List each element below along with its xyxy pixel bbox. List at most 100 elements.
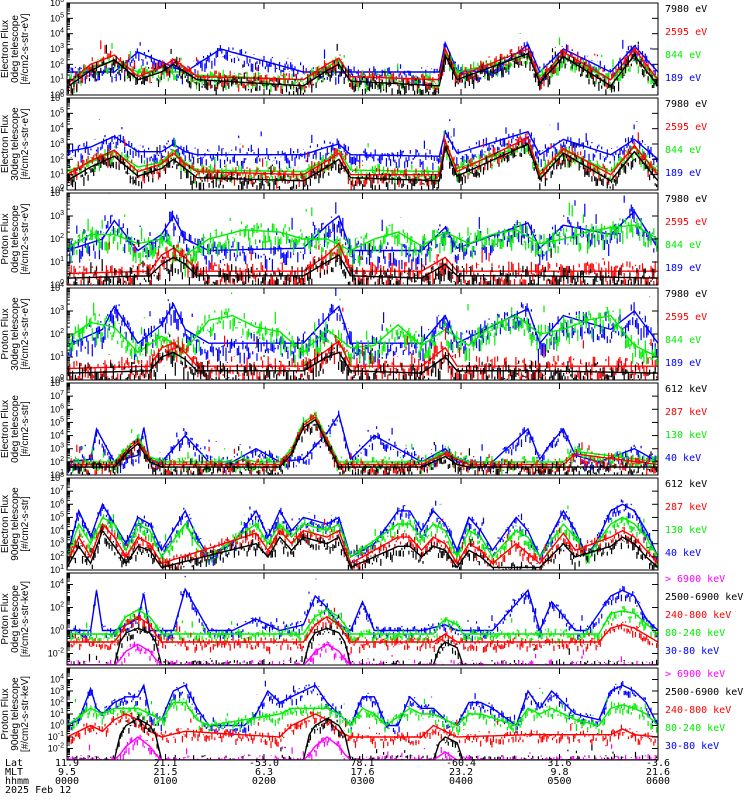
y-tick-label: 101 <box>50 74 64 85</box>
panel-plot-area <box>67 33 658 95</box>
y-tick-exponent: 8 <box>60 377 64 384</box>
x-tick-mlt: 21.6 <box>646 767 670 778</box>
y-tick-label: 102 <box>50 551 64 562</box>
ylabel-line: [#/cm2-s-str] <box>20 401 31 457</box>
legend-item: 612 keV <box>665 384 707 395</box>
y-tick-label: 103 <box>50 443 64 454</box>
ylabel-line: Proton Flux <box>0 308 11 359</box>
y-tick-exponent: 3 <box>60 305 64 312</box>
y-tick-exponent: 2 <box>60 551 64 558</box>
y-tick-label: 101 <box>50 256 64 267</box>
legend-item: 130 keV <box>665 525 707 536</box>
ylabel-line: TED <box>0 229 1 249</box>
y-tick-label: 102 <box>50 456 64 467</box>
legend-item: 844 eV <box>665 240 701 251</box>
y-tick-label: 102 <box>50 697 64 708</box>
ylabel-line: MEPED <box>0 506 1 542</box>
legend-item: 2500-6900 keV <box>665 687 743 698</box>
legend-item: 189 eV <box>665 73 701 84</box>
y-tick-label: 101 <box>50 564 64 575</box>
x-tick-hhmm: 0500 <box>547 776 571 787</box>
ylabel-line: Electron Flux <box>0 400 11 458</box>
y-tick-exponent: 2 <box>60 697 64 704</box>
y-tick-label: 106 <box>50 0 64 8</box>
x-tick-mlt: 23.2 <box>449 767 473 778</box>
y-tick-label: 106 <box>50 92 64 103</box>
y-tick-label: 105 <box>50 107 64 118</box>
ylabel-line: 90deg telescope <box>10 677 21 751</box>
series-line <box>67 502 658 559</box>
panel-legend: > 6900 keV 2500-6900 keV 240-800 keV 80-240… <box>665 574 743 657</box>
series-189-ev <box>67 193 658 273</box>
x-tick-hhmm: 0400 <box>449 776 473 787</box>
series-240-800-kev <box>67 607 658 654</box>
series-line <box>67 224 658 256</box>
legend-item: 2595 eV <box>665 312 707 323</box>
y-tick-exponent: 0 <box>60 89 64 96</box>
x-tick-lat: 21.1 <box>153 758 177 769</box>
ylabel-line: [#/cm2-s-str-eV] <box>20 203 31 274</box>
ylabel-line: Proton Flux <box>0 213 11 264</box>
legend-item: 2500-6900 keV <box>665 592 743 603</box>
y-tick-label: 104 <box>50 674 64 685</box>
panel-plot-area <box>67 575 658 665</box>
panel-1: 100101102103104105106TEDElectron Flux0de… <box>0 0 707 100</box>
panel-2: 100101102103104105106TEDElectron Flux30d… <box>0 92 707 195</box>
series-line <box>67 242 658 275</box>
series-612-kev <box>67 418 658 475</box>
y-tick-exponent: 4 <box>60 674 64 681</box>
ylabel-line: 30deg telescope <box>10 297 21 371</box>
ylabel-line: [#/cm2-s-str-eV] <box>20 298 31 369</box>
y-tick-exponent: -1 <box>58 731 64 738</box>
panel-plot-area <box>67 680 658 760</box>
series-line <box>67 615 658 643</box>
legend-item: 287 keV <box>665 502 707 513</box>
y-tick-exponent: -2 <box>58 743 64 750</box>
y-tick-exponent: 0 <box>60 184 64 191</box>
y-tick-label: 102 <box>50 153 64 164</box>
x-tick-mlt: 17.6 <box>350 767 374 778</box>
ylabel-line: [#/cm2-s-str] <box>20 496 31 552</box>
legend-item: 612 keV <box>665 479 707 490</box>
legend-item: 189 eV <box>665 168 701 179</box>
x-row-label: hhmm <box>5 776 29 787</box>
legend-item: 80-240 keV <box>665 628 725 639</box>
ylabel-line: Electron Flux <box>0 495 11 553</box>
panel-5: 101102103104105106107108MEPEDElectron Fl… <box>0 377 707 480</box>
y-tick-label: 101 <box>50 708 64 719</box>
x-tick-mlt: 9.5 <box>58 767 76 778</box>
x-row-label: MLT <box>5 767 23 778</box>
y-tick-label: 100 <box>50 89 64 100</box>
x-tick-hhmm: 0200 <box>252 776 276 787</box>
series-line <box>67 136 658 177</box>
ylabel-line: MEPED <box>0 601 1 637</box>
x-row-label: Lat <box>5 758 23 769</box>
y-tick-exponent: 0 <box>60 625 64 632</box>
panel-plot-area <box>67 119 658 190</box>
x-tick-lat: 31.6 <box>547 758 571 769</box>
panel-legend: 7980 eV 2595 eV 844 eV 189 eV <box>665 4 707 84</box>
ylabel-line: TED <box>0 324 1 344</box>
legend-item: 844 eV <box>665 50 701 61</box>
legend-item: 7980 eV <box>665 4 707 15</box>
series-line <box>67 302 658 347</box>
legend-item: 189 eV <box>665 358 701 369</box>
legend-item: 30-80 keV <box>665 741 719 752</box>
y-tick-label: 104 <box>50 525 64 536</box>
ylabel-line: 0deg telescope <box>10 15 21 83</box>
ylabel-line: [#/cm2-s-str-eV] <box>20 13 31 84</box>
series-line <box>67 129 658 160</box>
panel-legend: 612 keV 287 keV 130 keV 40 keV <box>665 479 707 559</box>
legend-item: 7980 eV <box>665 194 707 205</box>
y-tick-label: 103 <box>50 538 64 549</box>
ylabel-line: [#/cm2-s-str-eV] <box>20 108 31 179</box>
x-tick-hhmm: 0000 <box>55 776 79 787</box>
y-tick-label: 101 <box>50 351 64 362</box>
series-line <box>67 683 658 727</box>
legend-item: 7980 eV <box>665 99 707 110</box>
y-tick-label: 107 <box>50 485 64 496</box>
